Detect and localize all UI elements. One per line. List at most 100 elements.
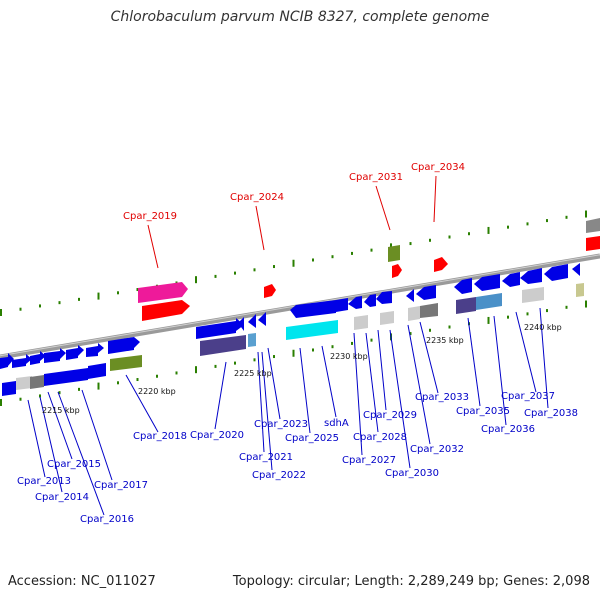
gene-arrow[interactable] [336,298,348,312]
tick-mark [97,292,100,300]
scale-label: 2240 kbp [524,323,562,332]
gene-label[interactable]: Cpar_2034 [411,162,465,173]
leader-line [125,374,159,433]
gene-arrow[interactable] [108,337,140,354]
tick-mark [448,325,451,329]
gene-arrow[interactable] [196,318,244,339]
topology-label: Topology: circular; Length: 2,289,249 bp… [232,574,590,589]
gene-label[interactable]: Cpar_2024 [230,192,284,203]
gene-arrow[interactable] [406,289,414,302]
gene-arrow[interactable] [380,311,394,325]
gene-label[interactable]: Cpar_2036 [481,424,535,435]
gene-arrow[interactable] [30,375,44,389]
gene-arrow[interactable] [44,348,66,363]
tick-mark [429,328,431,332]
gene-arrow[interactable] [434,257,448,272]
gene-arrow[interactable] [586,218,600,233]
gene-arrow[interactable] [408,306,420,321]
gene-arrow[interactable] [476,293,502,310]
gene-arrow[interactable] [544,264,568,281]
gene-label[interactable]: Cpar_2032 [410,444,464,455]
tick-mark [136,378,139,382]
gene-arrow[interactable] [502,272,520,287]
leader-line [39,396,63,493]
tick-mark [97,382,100,390]
tick-mark [117,291,119,295]
gene-arrow[interactable] [88,363,106,379]
gene-label[interactable]: Cpar_2022 [252,470,306,481]
tick-mark [273,265,275,269]
gene-label[interactable]: Cpar_2031 [349,172,403,183]
gene-arrow[interactable] [142,300,190,321]
leader-line [433,175,437,223]
gene-label[interactable]: Cpar_2018 [133,431,187,442]
gene-label[interactable]: sdhA [324,418,349,429]
gene-label[interactable]: Cpar_2013 [17,476,71,487]
gene-label[interactable]: Cpar_2028 [353,432,407,443]
gene-label[interactable]: Cpar_2038 [524,408,578,419]
gene-arrow[interactable] [12,354,32,368]
gene-label[interactable]: Cpar_2025 [285,433,339,444]
gene-arrow[interactable] [110,355,142,371]
gene-arrow[interactable] [16,376,32,390]
leader-line [299,347,311,434]
gene-arrow[interactable] [44,368,88,386]
gene-arrow[interactable] [264,284,276,298]
tick-mark [507,225,509,229]
gene-arrow[interactable] [416,285,436,300]
gene-arrow[interactable] [258,312,266,326]
gene-label[interactable]: Cpar_2014 [35,492,89,503]
gene-arrow[interactable] [348,296,362,309]
gene-label[interactable]: Cpar_2015 [47,459,101,470]
tick-mark [58,391,61,395]
gene-arrow[interactable] [520,268,542,284]
gene-label[interactable]: Cpar_2035 [456,406,510,417]
tick-mark [156,374,158,378]
tick-mark [331,255,334,259]
gene-arrow[interactable] [248,314,256,328]
gene-label[interactable]: Cpar_2033 [415,392,469,403]
gene-label[interactable]: Cpar_2027 [342,455,396,466]
leader-line [377,329,387,411]
gene-arrow[interactable] [290,300,336,318]
gene-arrow[interactable] [200,335,246,356]
gene-arrow[interactable] [286,320,338,340]
gene-label[interactable]: Cpar_2021 [239,452,293,463]
tick-mark [487,316,490,324]
gene-arrow[interactable] [572,263,580,276]
gene-label[interactable]: Cpar_2017 [94,480,148,491]
gene-label[interactable]: Cpar_2037 [501,391,555,402]
gene-arrow[interactable] [364,294,376,307]
gene-labels-blue: Cpar_2013 Cpar_2014 Cpar_2015 Cpar_2016 … [17,391,578,525]
gene-label[interactable]: Cpar_2029 [363,410,417,421]
gene-arrow[interactable] [66,345,84,360]
scale-label: 2230 kbp [330,352,368,361]
page-title: Chlorobaculum parvum NCIB 8327, complete… [110,9,490,25]
gene-arrow[interactable] [454,278,472,294]
gene-arrow[interactable] [586,236,600,251]
gene-arrow[interactable] [474,274,500,291]
gene-arrow[interactable] [456,297,476,314]
gene-label[interactable]: Cpar_2016 [80,514,134,525]
tick-tracks [0,210,587,406]
gene-arrow[interactable] [86,343,104,357]
gene-arrow[interactable] [248,333,256,347]
gene-arrow[interactable] [238,317,244,331]
gene-arrow[interactable] [576,283,584,297]
gene-arrow[interactable] [376,291,392,304]
gene-arrow[interactable] [388,245,400,262]
gene-arrow[interactable] [0,353,14,369]
gene-arrow[interactable] [420,303,438,318]
gene-arrow[interactable] [392,264,402,278]
gene-arrow[interactable] [522,287,544,303]
gene-arrow[interactable] [30,351,46,365]
gene-label[interactable]: Cpar_2019 [123,211,177,222]
gene-label[interactable]: Cpar_2023 [254,419,308,430]
gene-arrow[interactable] [2,381,16,396]
gene-arrow[interactable] [354,315,368,330]
gene-label[interactable]: Cpar_2030 [385,468,439,479]
tick-mark [253,358,256,362]
gene-label[interactable]: Cpar_2020 [190,430,244,441]
gene-arrow[interactable] [138,282,188,303]
